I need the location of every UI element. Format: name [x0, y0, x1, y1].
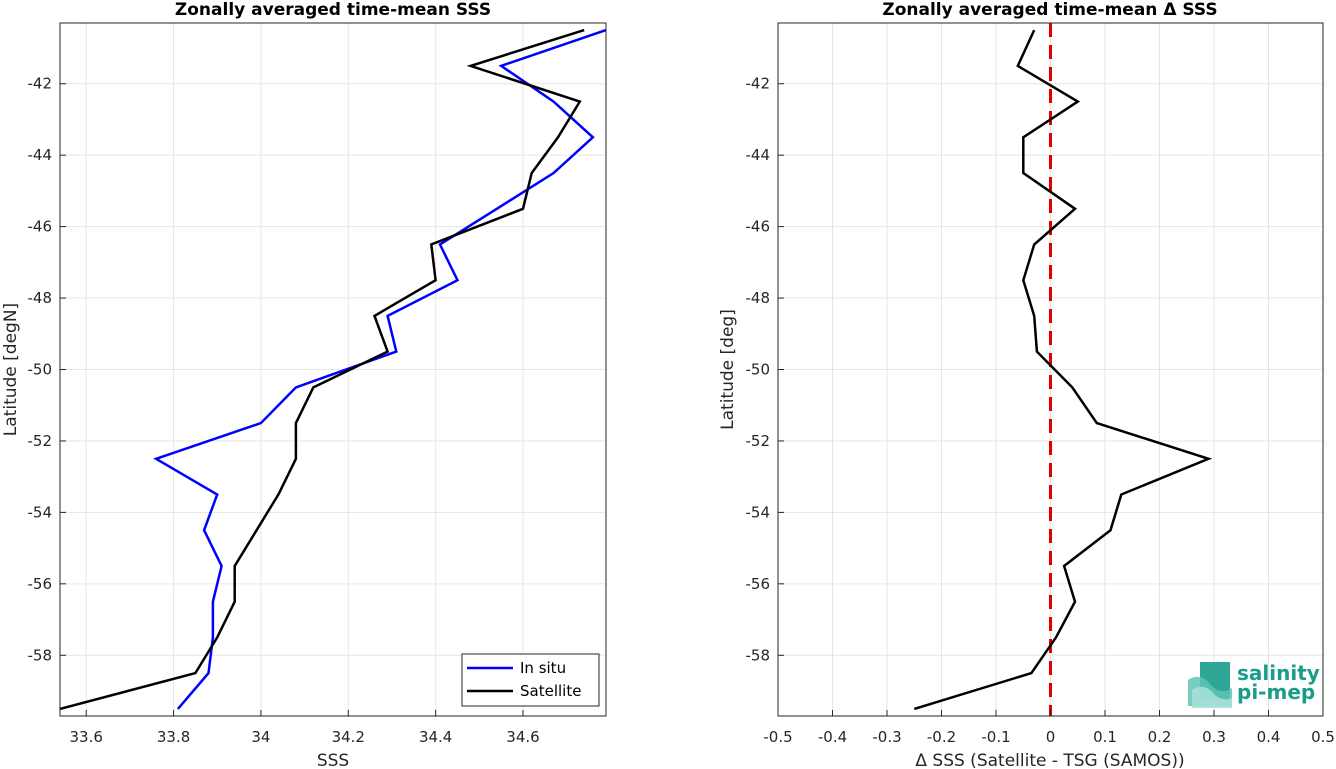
y-tick-label: -44	[28, 146, 53, 164]
logo-text-line1: salinity	[1237, 661, 1320, 685]
x-tick-label: -0.3	[872, 728, 901, 746]
y-tick-label: -52	[746, 432, 771, 450]
y-tick-label: -48	[746, 289, 771, 307]
x-tick-label: 34.2	[332, 728, 365, 746]
salinity-pi-mep-logo: salinity pi-mep	[1188, 661, 1320, 708]
y-tick-label: -48	[28, 289, 53, 307]
left-x-axis-label: SSS	[317, 751, 349, 769]
in-situ-series-line	[153, 28, 607, 710]
left-chart-title: Zonally averaged time-mean SSS	[175, 0, 491, 20]
x-tick-label: 34.4	[419, 728, 452, 746]
left-panel: 33.6 33.8 34 34.2 34.4 34.6 -42 -44 -46 -48 -50 -52…	[1, 0, 607, 769]
left-grid	[60, 23, 606, 716]
x-tick-label: 34	[251, 728, 270, 746]
y-tick-label: -50	[28, 361, 53, 379]
y-tick-label: -58	[28, 646, 53, 664]
x-tick-label: 0.2	[1148, 728, 1172, 746]
x-tick-label: 0.5	[1311, 728, 1335, 746]
x-tick-label: -0.5	[763, 728, 792, 746]
y-tick-label: -50	[746, 361, 771, 379]
left-y-axis-label: Latitude [degN]	[1, 303, 21, 436]
satellite-series-line	[59, 28, 585, 711]
legend-in-situ-label: In situ	[520, 659, 566, 677]
logo-wave-icon	[1188, 662, 1232, 708]
x-tick-label: -0.2	[927, 728, 956, 746]
x-tick-label: 0	[1046, 728, 1056, 746]
right-panel: -0.5 -0.4 -0.3 -0.2 -0.1 0 0.1 0.2 0.3 0.4 0.5 -42 -…	[718, 0, 1335, 769]
legend: In situ Satellite	[461, 653, 600, 707]
left-series-lines	[59, 28, 607, 711]
right-chart-title: Zonally averaged time-mean Δ SSS	[882, 0, 1217, 20]
y-tick-label: -56	[746, 575, 771, 593]
y-tick-label: -54	[28, 503, 53, 521]
y-tick-label: -52	[28, 432, 53, 450]
x-tick-label: 34.6	[506, 728, 539, 746]
x-tick-label: -0.1	[981, 728, 1010, 746]
x-tick-label: -0.4	[818, 728, 847, 746]
legend-satellite-label: Satellite	[520, 682, 581, 700]
y-tick-label: -42	[746, 75, 771, 93]
y-tick-label: -54	[746, 503, 771, 521]
y-tick-label: -42	[28, 75, 53, 93]
x-tick-label: 0.1	[1093, 728, 1117, 746]
y-tick-label: -46	[28, 218, 53, 236]
left-ticks: 33.6 33.8 34 34.2 34.4 34.6 -42 -44 -46 -48 -50 -52…	[28, 75, 540, 746]
right-ticks: -0.5 -0.4 -0.3 -0.2 -0.1 0 0.1 0.2 0.3 0.4 0.5 -42 -…	[746, 75, 1335, 746]
y-tick-label: -46	[746, 218, 771, 236]
x-tick-label: 33.6	[70, 728, 103, 746]
logo-text-line2: pi-mep	[1237, 680, 1315, 704]
y-tick-label: -56	[28, 575, 53, 593]
right-series-lines	[913, 29, 1213, 711]
x-tick-label: 0.3	[1202, 728, 1226, 746]
x-tick-label: 0.4	[1257, 728, 1281, 746]
right-y-axis-label: Latitude [deg]	[718, 309, 738, 430]
y-tick-label: -58	[746, 646, 771, 664]
right-x-axis-label: Δ SSS (Satellite - TSG (SAMOS))	[915, 751, 1184, 769]
delta-sss-series-line	[913, 29, 1213, 711]
x-tick-label: 33.8	[157, 728, 190, 746]
y-tick-label: -44	[746, 146, 771, 164]
legend-box	[461, 653, 600, 707]
